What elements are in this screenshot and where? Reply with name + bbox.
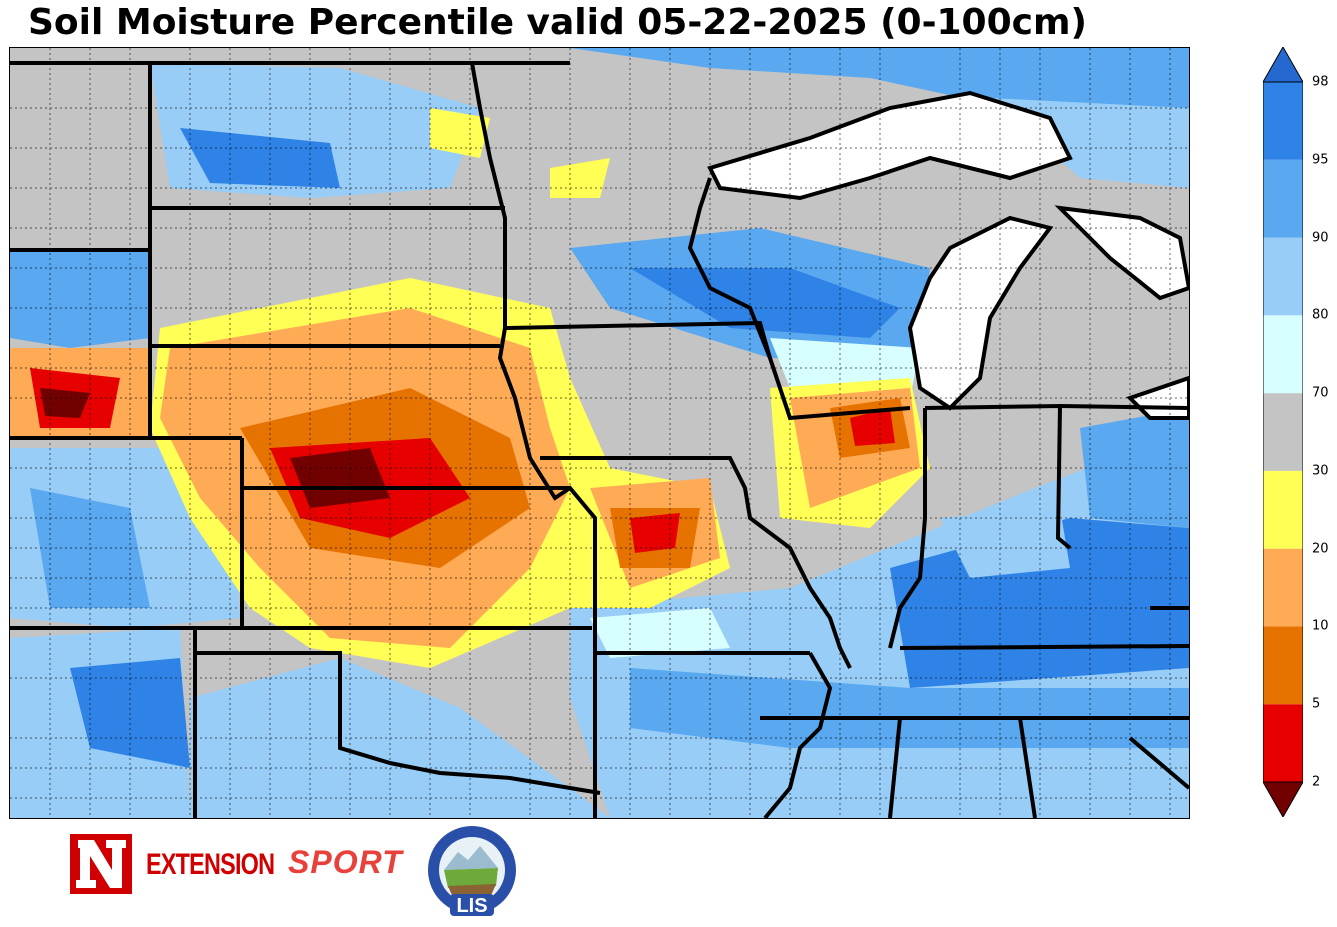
colorbar-bin-extend-low bbox=[1263, 781, 1303, 817]
colorbar-bin bbox=[1263, 159, 1303, 238]
logo-strip: EXTENSION SPORT LIS bbox=[66, 824, 526, 920]
colorbar-tick-label: 5 bbox=[1312, 696, 1321, 712]
lis-logo-text: LIS bbox=[456, 895, 487, 917]
colorbar bbox=[1263, 47, 1303, 817]
colorbar-tick-label: 95 bbox=[1312, 152, 1329, 168]
extension-logo-text: EXTENSION bbox=[146, 848, 275, 881]
colorbar-tick-label: 10 bbox=[1312, 618, 1329, 634]
colorbar-bin-extend-high bbox=[1263, 47, 1303, 83]
colorbar-bin bbox=[1263, 548, 1303, 627]
colorbar-tick-label: 90 bbox=[1312, 230, 1329, 246]
soil-moisture-map bbox=[9, 47, 1190, 819]
map-title: Soil Moisture Percentile valid 05-22-202… bbox=[28, 2, 1087, 43]
colorbar-bin bbox=[1263, 393, 1303, 471]
nebraska-n-logo bbox=[70, 834, 132, 894]
colorbar-tick-label: 98 bbox=[1312, 74, 1329, 90]
colorbar-bin bbox=[1263, 315, 1303, 394]
colorbar-bin bbox=[1263, 626, 1303, 705]
lis-logo: LIS bbox=[428, 826, 516, 917]
colorbar-tick-label: 30 bbox=[1312, 463, 1329, 479]
colorbar-tick-label: 2 bbox=[1312, 774, 1321, 790]
colorbar-bin bbox=[1263, 82, 1303, 160]
colorbar-bin bbox=[1263, 237, 1303, 316]
colorbar-tick-label: 20 bbox=[1312, 541, 1329, 557]
colorbar-bin bbox=[1263, 470, 1303, 549]
dry-regions bbox=[10, 108, 930, 668]
colorbar-bin bbox=[1263, 704, 1303, 782]
county-boundaries bbox=[10, 48, 1189, 818]
colorbar-tick-label: 70 bbox=[1312, 385, 1329, 401]
colorbar-tick-label: 80 bbox=[1312, 307, 1329, 323]
sport-logo-text: SPORT bbox=[288, 844, 403, 880]
great-lakes bbox=[707, 90, 1189, 420]
